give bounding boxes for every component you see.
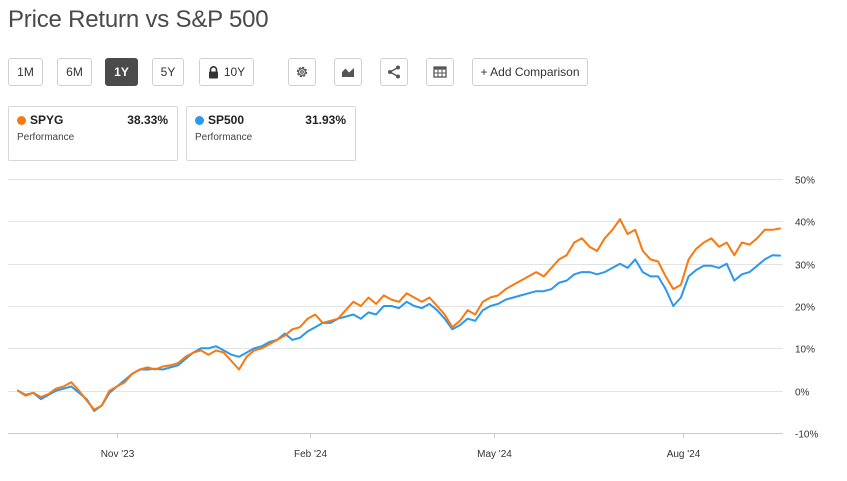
share-icon [387, 65, 401, 79]
settings-button[interactable] [288, 58, 316, 86]
sp500-dot-icon [195, 116, 204, 125]
chart-type-icon [341, 66, 355, 78]
settings-icon [295, 65, 309, 79]
legend-caption: Performance [195, 132, 253, 143]
chart-series [17, 218, 781, 412]
range-10y-button[interactable]: 10Y [199, 58, 254, 86]
y-tick-label: 20% [795, 303, 815, 314]
series-line-spyg [17, 218, 781, 411]
spyg-dot-icon [17, 116, 26, 125]
range-1m-label: 1M [17, 65, 34, 79]
x-tick-label: Nov '23 [101, 449, 135, 460]
table-icon [433, 66, 447, 78]
y-tick-label: 40% [795, 218, 815, 229]
lock-icon [208, 65, 219, 79]
range-6m-label: 6M [66, 65, 83, 79]
y-tick-label: -10% [795, 430, 818, 441]
y-tick-label: 10% [795, 345, 815, 356]
legend-value: 38.33% [127, 113, 168, 127]
range-1y-label: 1Y [114, 65, 129, 79]
page-title: Price Return vs S&P 500 [8, 6, 269, 33]
chart-type-button[interactable] [334, 58, 362, 86]
range-5y-label: 5Y [160, 65, 176, 79]
legend-symbol: SPYG [30, 113, 64, 127]
range-1y-button[interactable]: 1Y [105, 58, 138, 86]
y-axis-ticks: -10% 0% 10% 20% 30% 40% 50% [795, 176, 818, 441]
chart-grid [8, 179, 783, 434]
legend-symbol: SP500 [208, 113, 245, 127]
legend-card-sp500: SP500 31.93% Performance [186, 106, 356, 161]
legend-caption: Performance [17, 132, 75, 143]
range-10y-label: 10Y [223, 65, 246, 79]
x-tick-label: May '24 [477, 449, 512, 460]
share-button[interactable] [380, 58, 408, 86]
range-1m-button[interactable]: 1M [8, 58, 43, 86]
x-tick-label: Feb '24 [294, 449, 327, 460]
legend-value: 31.93% [305, 113, 346, 127]
y-tick-label: 30% [795, 261, 815, 272]
range-6m-button[interactable]: 6M [57, 58, 92, 86]
y-tick-label: 50% [795, 176, 815, 187]
x-tick-label: Aug '24 [667, 449, 701, 460]
table-button[interactable] [426, 58, 454, 86]
series-line-sp500 [17, 254, 781, 412]
range-5y-button[interactable]: 5Y [152, 58, 184, 86]
y-tick-label: 0% [795, 388, 810, 399]
add-comparison-label: + Add Comparison [480, 65, 580, 79]
add-comparison-button[interactable]: + Add Comparison [472, 58, 588, 86]
legend-card-spyg: SPYG 38.33% Performance [8, 106, 178, 161]
x-axis: Nov '23 Feb '24 May '24 Aug '24 [101, 433, 701, 460]
